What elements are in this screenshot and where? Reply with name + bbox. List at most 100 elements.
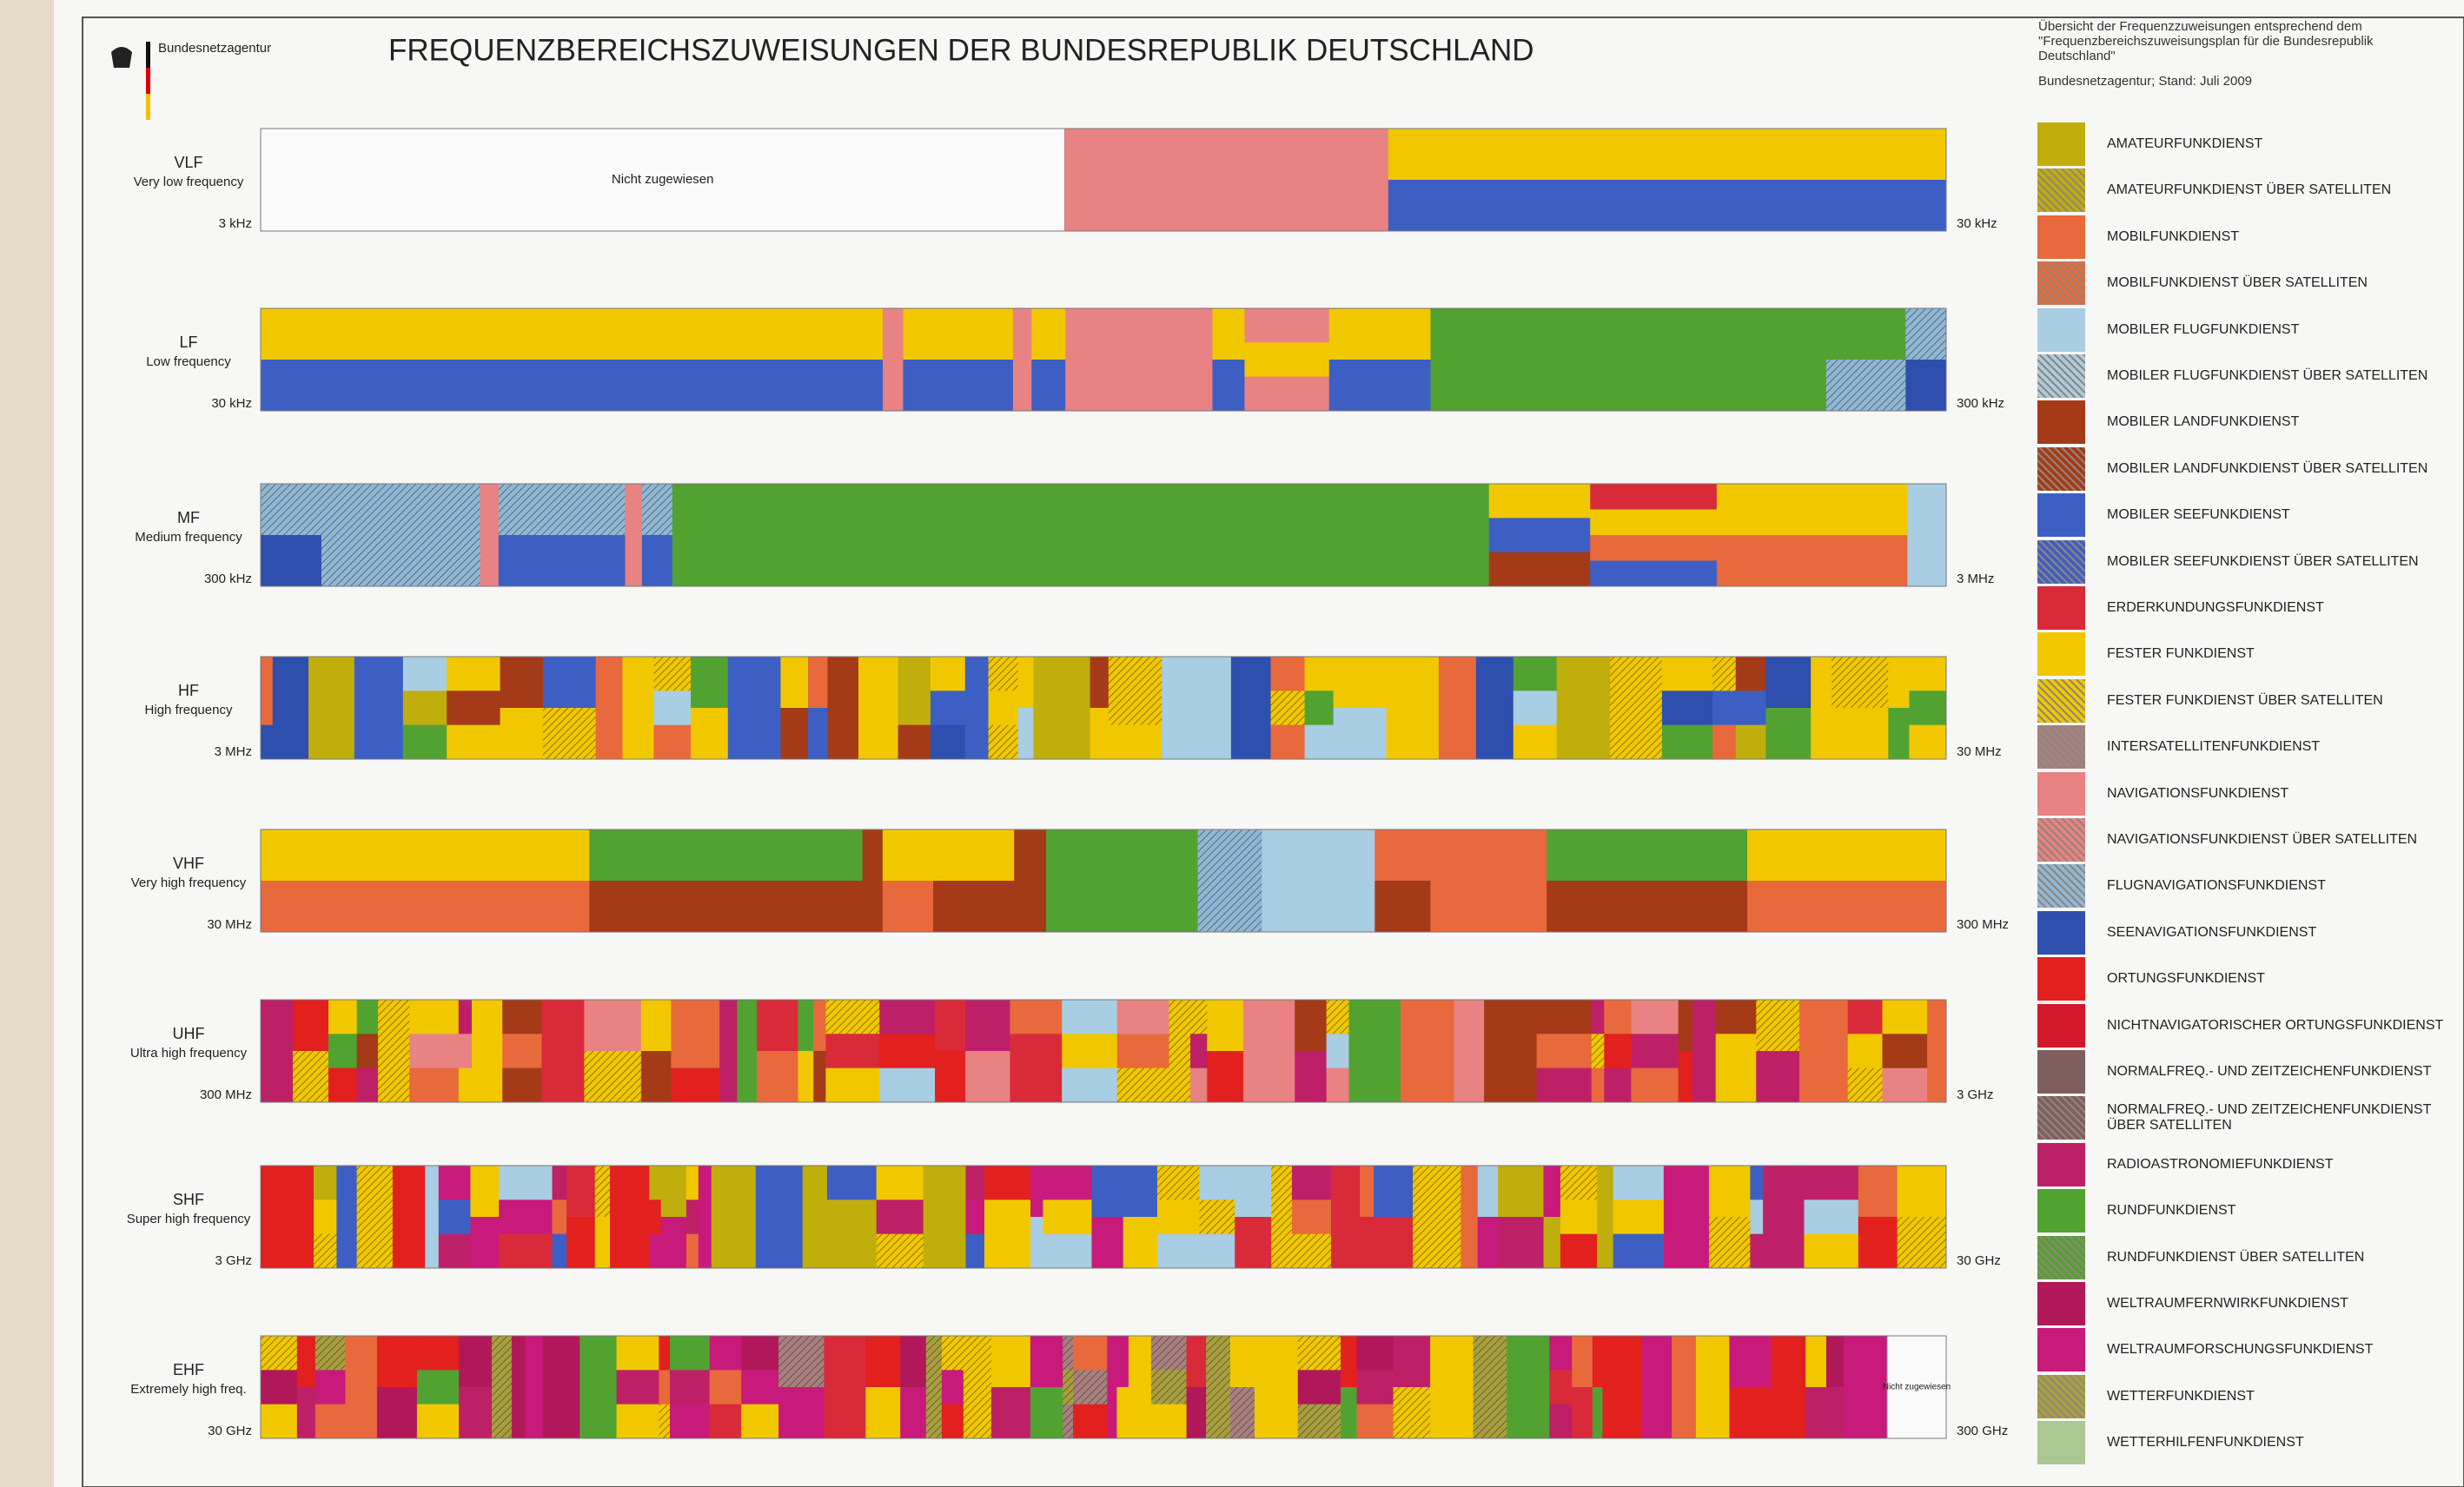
allocation-segment <box>827 657 859 760</box>
allocation-segment <box>356 1166 394 1269</box>
allocation-segment <box>1244 376 1330 412</box>
allocation-segment <box>336 1166 358 1269</box>
band-end: 300 MHz <box>1957 917 2009 932</box>
allocation-segment <box>1438 657 1477 691</box>
allocation-segment <box>1207 1000 1244 1052</box>
allocation-segment <box>1661 724 1713 760</box>
allocation-segment <box>594 1166 611 1218</box>
band-start: 30 MHz <box>207 917 252 932</box>
band-name: UHF <box>173 1025 205 1042</box>
allocation-segment <box>1484 1000 1538 1103</box>
allocation-segment <box>321 484 480 587</box>
allocation-segment <box>1858 1217 1898 1269</box>
allocation-segment <box>1014 829 1047 933</box>
allocation-segment <box>826 1166 878 1200</box>
allocation-segment <box>416 1370 460 1405</box>
allocation-segment <box>1735 657 1766 691</box>
flag-red <box>146 68 150 94</box>
allocation-segment <box>876 1200 924 1235</box>
allocation-segment <box>1708 1166 1751 1218</box>
allocation-segment <box>314 1166 337 1200</box>
allocation-segment <box>542 708 597 760</box>
allocation-segment <box>1590 484 1718 510</box>
allocation-segment <box>584 1000 642 1052</box>
allocation-segment <box>356 1000 379 1034</box>
allocation-segment <box>798 1000 814 1052</box>
allocation-segment <box>941 1404 964 1439</box>
allocation-segment <box>447 724 501 760</box>
allocation-segment <box>261 308 884 360</box>
allocation-segment <box>964 657 990 709</box>
allocation-segment <box>900 1387 927 1439</box>
allocation-segment <box>1597 1166 1614 1269</box>
allocation-segment <box>610 1166 650 1269</box>
allocation-segment <box>511 1336 527 1439</box>
allocation-segment <box>1010 1067 1063 1103</box>
allocation-segment <box>1771 1336 1806 1439</box>
allocation-segment <box>672 484 1490 587</box>
allocation-segment <box>1825 308 1906 360</box>
allocation-segment <box>1430 308 1827 412</box>
allocation-segment <box>865 1336 901 1388</box>
allocation-segment <box>1547 829 1748 882</box>
allocation-segment <box>1304 657 1335 691</box>
allocation-segment <box>1326 1034 1350 1069</box>
allocation-segment <box>757 1000 798 1052</box>
allocation-segment <box>741 1336 779 1371</box>
agency-name: Bundesnetzagentur <box>158 41 271 56</box>
allocation-segment <box>709 1370 742 1405</box>
allocation-segment <box>1513 691 1558 726</box>
legend-swatch <box>2037 493 2085 538</box>
legend-swatch <box>2037 215 2085 259</box>
allocation-segment <box>1825 1336 1845 1388</box>
allocation-segment <box>1010 1034 1063 1069</box>
legend-item: INTERSATELLITENFUNKDIENST <box>2037 725 2446 770</box>
allocation-segment <box>898 657 931 691</box>
allocation-segment <box>686 1200 699 1235</box>
allocation-segment <box>1461 1166 1479 1269</box>
allocation-segment <box>541 1000 585 1103</box>
allocation-segment <box>1716 484 1908 536</box>
allocation-segment <box>1536 1000 1593 1034</box>
allocation-segment <box>1062 1000 1118 1034</box>
allocation-segment <box>1063 1336 1074 1371</box>
allocation-segment <box>416 1404 460 1439</box>
allocation-segment <box>858 657 899 760</box>
allocation-segment <box>1235 1217 1272 1269</box>
allocation-segment <box>1692 1000 1717 1103</box>
legend-item: FESTER FUNKDIENST <box>2037 632 2446 677</box>
allocation-segment <box>1030 1166 1044 1218</box>
allocation-segment <box>1341 1336 1358 1388</box>
allocation-segment <box>1243 1000 1295 1103</box>
allocation-segment <box>1091 1217 1124 1269</box>
legend-swatch <box>2037 446 2085 491</box>
allocation-segment <box>388 1336 418 1388</box>
allocation-segment <box>825 1000 880 1034</box>
flag-black <box>146 42 150 68</box>
allocation-segment <box>552 1166 567 1200</box>
allocation-segment <box>778 1387 825 1439</box>
legend-swatch <box>2037 1328 2085 1372</box>
allocation-segment <box>296 1336 316 1388</box>
allocation-segment <box>1304 691 1335 726</box>
allocation-segment <box>1549 1336 1573 1371</box>
allocation-segment <box>1270 657 1306 691</box>
allocation-segment <box>1909 691 1947 726</box>
allocation-segment <box>882 881 934 933</box>
band-outline <box>260 128 1947 232</box>
allocation-segment <box>315 1336 346 1371</box>
allocation-segment <box>1438 691 1477 726</box>
allocation-segment <box>261 724 274 760</box>
allocation-segment <box>1592 1387 1603 1439</box>
band-end: 3 GHz <box>1957 1087 1994 1102</box>
allocation-segment <box>1356 1370 1394 1405</box>
allocation-segment <box>935 1000 966 1052</box>
legend-item: FLUGNAVIGATIONSFUNKDIENST <box>2037 864 2446 909</box>
allocation-segment <box>1116 1034 1169 1069</box>
allocation-segment <box>1108 691 1162 726</box>
band-name: SHF <box>173 1191 204 1208</box>
band-outline <box>260 307 1947 412</box>
allocation-segment <box>1033 657 1091 760</box>
allocation-segment <box>1031 360 1066 412</box>
legend-label: MOBILER LANDFUNKDIENST ÜBER SATELLITEN <box>2107 460 2428 476</box>
